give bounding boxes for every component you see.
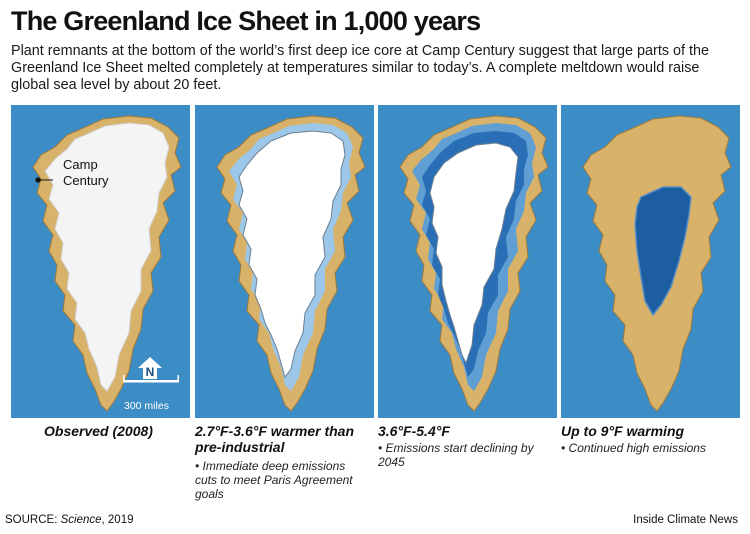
scale-label: 300 miles — [124, 400, 169, 412]
map-panel-moderate-warming — [378, 105, 557, 418]
bullet: • — [561, 441, 569, 455]
caption-moderate-warming: 3.6°F-5.4°F — [378, 423, 450, 439]
note-moderate-warming: • Emissions start declining by 2045 — [378, 441, 534, 469]
caption-high-warming: Up to 9°F warming — [561, 423, 685, 439]
map-panel-observed — [11, 105, 190, 418]
north-arrow-icon: N — [137, 356, 163, 380]
note-high-warming: • Continued high emissions — [561, 441, 706, 455]
note-slight-warming: • Immediate deep emissions cuts to meet … — [195, 459, 353, 501]
bullet: • — [378, 441, 386, 455]
camp-century-marker — [35, 177, 41, 183]
scale-bar — [123, 380, 179, 383]
greenland-map-high-warming — [582, 115, 732, 412]
greenland-map-slight-warming — [216, 115, 366, 412]
publisher-credit: Inside Climate News — [633, 514, 738, 526]
map-panel-high-warming — [561, 105, 740, 418]
caption-observed: Observed (2008) — [44, 423, 153, 439]
north-label: N — [146, 365, 155, 379]
greenland-map-observed — [32, 115, 182, 412]
source-credit: SOURCE: Science, 2019 — [5, 514, 134, 526]
map-panel-slight-warming — [195, 105, 374, 418]
camp-century-label-line2: Century — [63, 173, 109, 188]
page-title: The Greenland Ice Sheet in 1,000 years — [11, 6, 481, 36]
caption-slight-warming: 2.7°F-3.6°F warmer than pre-industrial — [195, 423, 355, 455]
camp-century-label-line1: Camp — [63, 157, 98, 172]
bullet: • — [195, 459, 203, 473]
page-subtitle: Plant remnants at the bottom of the worl… — [11, 43, 710, 93]
greenland-map-moderate-warming — [399, 115, 549, 412]
